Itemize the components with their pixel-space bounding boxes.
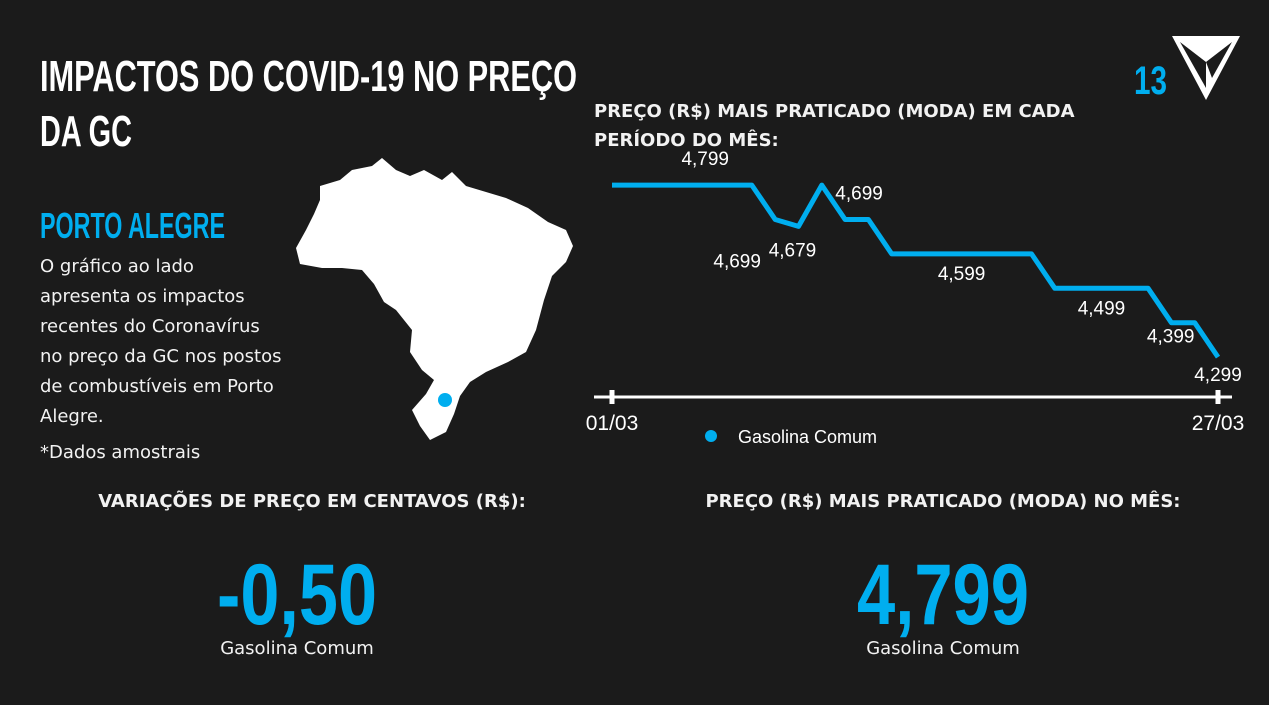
data-label: 4,799 bbox=[681, 149, 729, 170]
description: O gráfico ao lado apresenta os impactos re… bbox=[40, 256, 281, 427]
note: *Dados amostrais bbox=[40, 442, 200, 463]
data-label: 4,699 bbox=[835, 183, 883, 204]
brazil-map bbox=[296, 158, 573, 440]
kpi-caption: Gasolina Comum bbox=[220, 638, 374, 659]
x-tick bbox=[609, 390, 615, 404]
description-line: Alegre. bbox=[40, 406, 104, 427]
logo bbox=[1172, 36, 1240, 100]
chart-title: PERÍODO DO MÊS: bbox=[594, 129, 779, 151]
kpi-label: VARIAÇÕES DE PREÇO EM CENTAVOS (R$): bbox=[98, 489, 526, 512]
chart-title: PREÇO (R$) MAIS PRATICADO (MODA) EM CADA bbox=[594, 101, 1075, 122]
title-line: IMPACTOS DO COVID-19 NO PREÇO bbox=[40, 52, 577, 101]
data-label: 4,399 bbox=[1147, 327, 1195, 348]
description-line: no preço da GC nos postos bbox=[40, 346, 281, 367]
price-line bbox=[612, 182, 1221, 359]
kpi-value: -0,50 bbox=[217, 547, 377, 643]
kpi-value: 4,799 bbox=[857, 547, 1029, 643]
kpi-label: PREÇO (R$) MAIS PRATICADO (MODA) NO MÊS: bbox=[705, 490, 1180, 512]
data-label: 4,299 bbox=[1194, 365, 1242, 386]
kpi-panel: VARIAÇÕES DE PREÇO EM CENTAVOS (R$): -0,5… bbox=[98, 489, 1180, 659]
x-tick-label: 01/03 bbox=[586, 412, 639, 435]
data-label: 4,499 bbox=[1078, 298, 1126, 319]
description-line: O gráfico ao lado bbox=[40, 256, 194, 277]
page-number: 13 bbox=[1134, 59, 1167, 103]
legend-marker bbox=[705, 430, 717, 442]
description-line: recentes do Coronavírus bbox=[40, 316, 260, 337]
legend-label: Gasolina Comum bbox=[738, 427, 877, 447]
description-line: de combustíveis em Porto bbox=[40, 376, 274, 397]
city-name: PORTO ALEGRE bbox=[40, 205, 225, 246]
line-chart: 01/03 27/03 4,799 4,699 4,679 4,699 4,599 4,499… bbox=[586, 149, 1245, 447]
x-tick-label: 27/03 bbox=[1192, 412, 1245, 435]
x-tick bbox=[1215, 390, 1221, 404]
description-line: apresenta os impactos bbox=[40, 286, 245, 307]
data-label: 4,599 bbox=[938, 264, 986, 285]
data-label: 4,679 bbox=[769, 240, 817, 261]
data-label: 4,699 bbox=[713, 251, 761, 272]
title-line: DA GC bbox=[40, 107, 132, 156]
kpi-caption: Gasolina Comum bbox=[866, 638, 1020, 659]
